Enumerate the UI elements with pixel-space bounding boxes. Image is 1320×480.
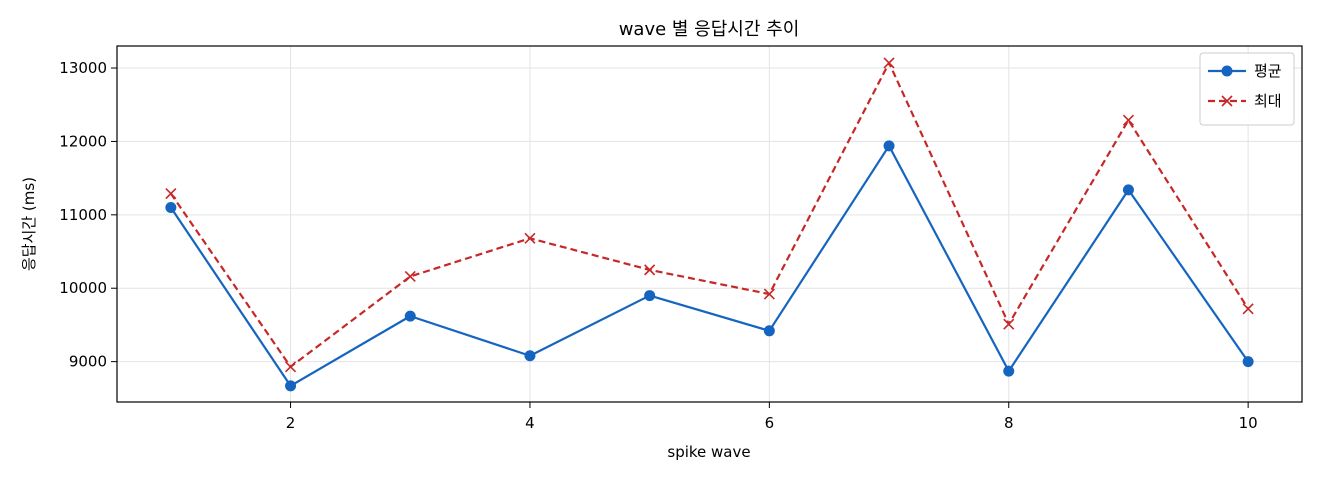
data-point: [1122, 184, 1134, 196]
data-point: [404, 310, 416, 322]
chart-title: wave 별 응답시간 추이: [619, 19, 800, 40]
x-axis-label: spike wave: [667, 443, 750, 461]
data-point: [763, 325, 775, 337]
ticks: 2 4 6 8 10 9000 10000 11000 12000 13000: [59, 59, 1257, 432]
legend-item: 평균: [1208, 62, 1282, 80]
data-point: [165, 187, 177, 200]
y-tick-label: 13000: [59, 59, 107, 77]
x-tick-label: 2: [286, 414, 296, 432]
data-point: [524, 350, 536, 362]
y-tick-label: 10000: [59, 279, 107, 297]
series-line: [169, 61, 1250, 368]
series-2: [165, 57, 1254, 373]
data-point: [1242, 356, 1254, 368]
y-axis-label: 응답시간 (ms): [20, 177, 38, 271]
grid: [117, 46, 1302, 402]
data-point: [285, 380, 297, 392]
data-point: [644, 264, 656, 276]
data-point: [165, 201, 177, 213]
data-point: [1003, 365, 1015, 377]
data-point: [524, 232, 536, 244]
y-tick-label: 11000: [59, 206, 107, 224]
data-point: [644, 290, 656, 302]
y-tick-label: 12000: [59, 132, 107, 150]
data-point: [284, 361, 297, 373]
legend-item: 최대: [1208, 92, 1282, 110]
data-point: [1122, 114, 1135, 126]
x-tick-label: 8: [1004, 414, 1014, 432]
plot-frame: [116, 45, 1303, 403]
data-point: [763, 288, 775, 300]
data-point: [1003, 318, 1015, 330]
data-point: [404, 270, 416, 283]
data-point: [1242, 303, 1254, 315]
series-1: [165, 140, 1254, 392]
legend-marker: [1221, 95, 1233, 107]
series-line: [169, 144, 1250, 387]
legend-marker: [1221, 65, 1233, 77]
data-point: [883, 140, 895, 152]
x-tick-label: 6: [765, 414, 775, 432]
data-point: [883, 57, 895, 69]
x-tick-label: 10: [1239, 414, 1258, 432]
x-tick-label: 4: [525, 414, 535, 432]
legend-label: 평균: [1254, 62, 1282, 80]
legend-label: 최대: [1254, 92, 1282, 110]
series-layer: [165, 57, 1254, 392]
y-tick-label: 9000: [69, 353, 107, 371]
